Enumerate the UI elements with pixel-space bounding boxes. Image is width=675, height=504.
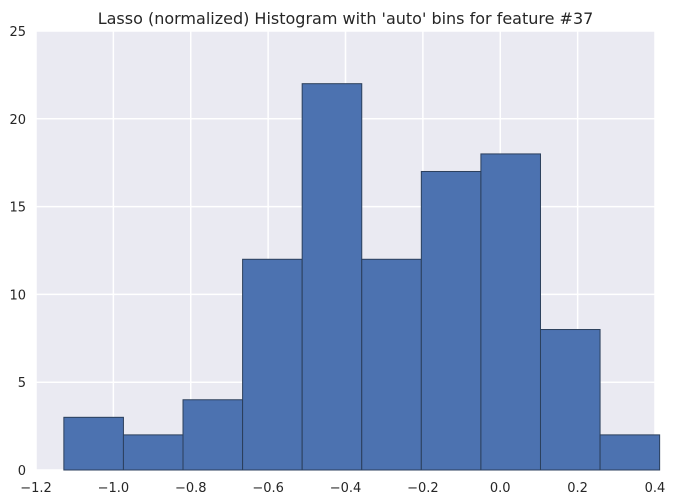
x-tick-label: 0.4 — [645, 481, 666, 496]
y-tick-label: 25 — [9, 25, 26, 40]
y-tick-label: 0 — [18, 464, 26, 479]
histogram-bar — [301, 83, 363, 471]
y-tick-label: 15 — [9, 201, 26, 216]
histogram-bar — [420, 170, 482, 471]
histogram-bar — [182, 399, 244, 471]
histogram-bar — [539, 329, 601, 471]
histogram-bar — [599, 434, 661, 471]
x-tick-label: −1.2 — [20, 481, 52, 496]
histogram-bar — [63, 416, 124, 471]
histogram-bar — [361, 258, 422, 471]
x-tick-label: −0.8 — [175, 481, 207, 496]
histogram-bars — [63, 83, 661, 471]
x-axis-ticks: −1.2 −1.0 −0.8 −0.6 −0.4 −0.2 0.0 0.2 0.4 — [20, 481, 665, 496]
x-tick-label: 0.2 — [567, 481, 588, 496]
histogram-bar — [242, 258, 303, 471]
x-tick-label: −0.2 — [407, 481, 439, 496]
x-tick-label: −1.0 — [98, 481, 130, 496]
y-tick-label: 5 — [18, 376, 26, 391]
x-tick-label: −0.4 — [330, 481, 362, 496]
chart-title: Lasso (normalized) Histogram with 'auto'… — [98, 9, 594, 28]
y-tick-label: 10 — [9, 288, 26, 303]
x-tick-label: −0.6 — [252, 481, 284, 496]
x-tick-label: 0.0 — [490, 481, 511, 496]
histogram-bar — [122, 434, 184, 471]
y-tick-label: 20 — [9, 113, 26, 128]
y-axis-ticks: 0 5 10 15 20 25 — [9, 25, 26, 479]
histogram-bar — [480, 153, 541, 471]
